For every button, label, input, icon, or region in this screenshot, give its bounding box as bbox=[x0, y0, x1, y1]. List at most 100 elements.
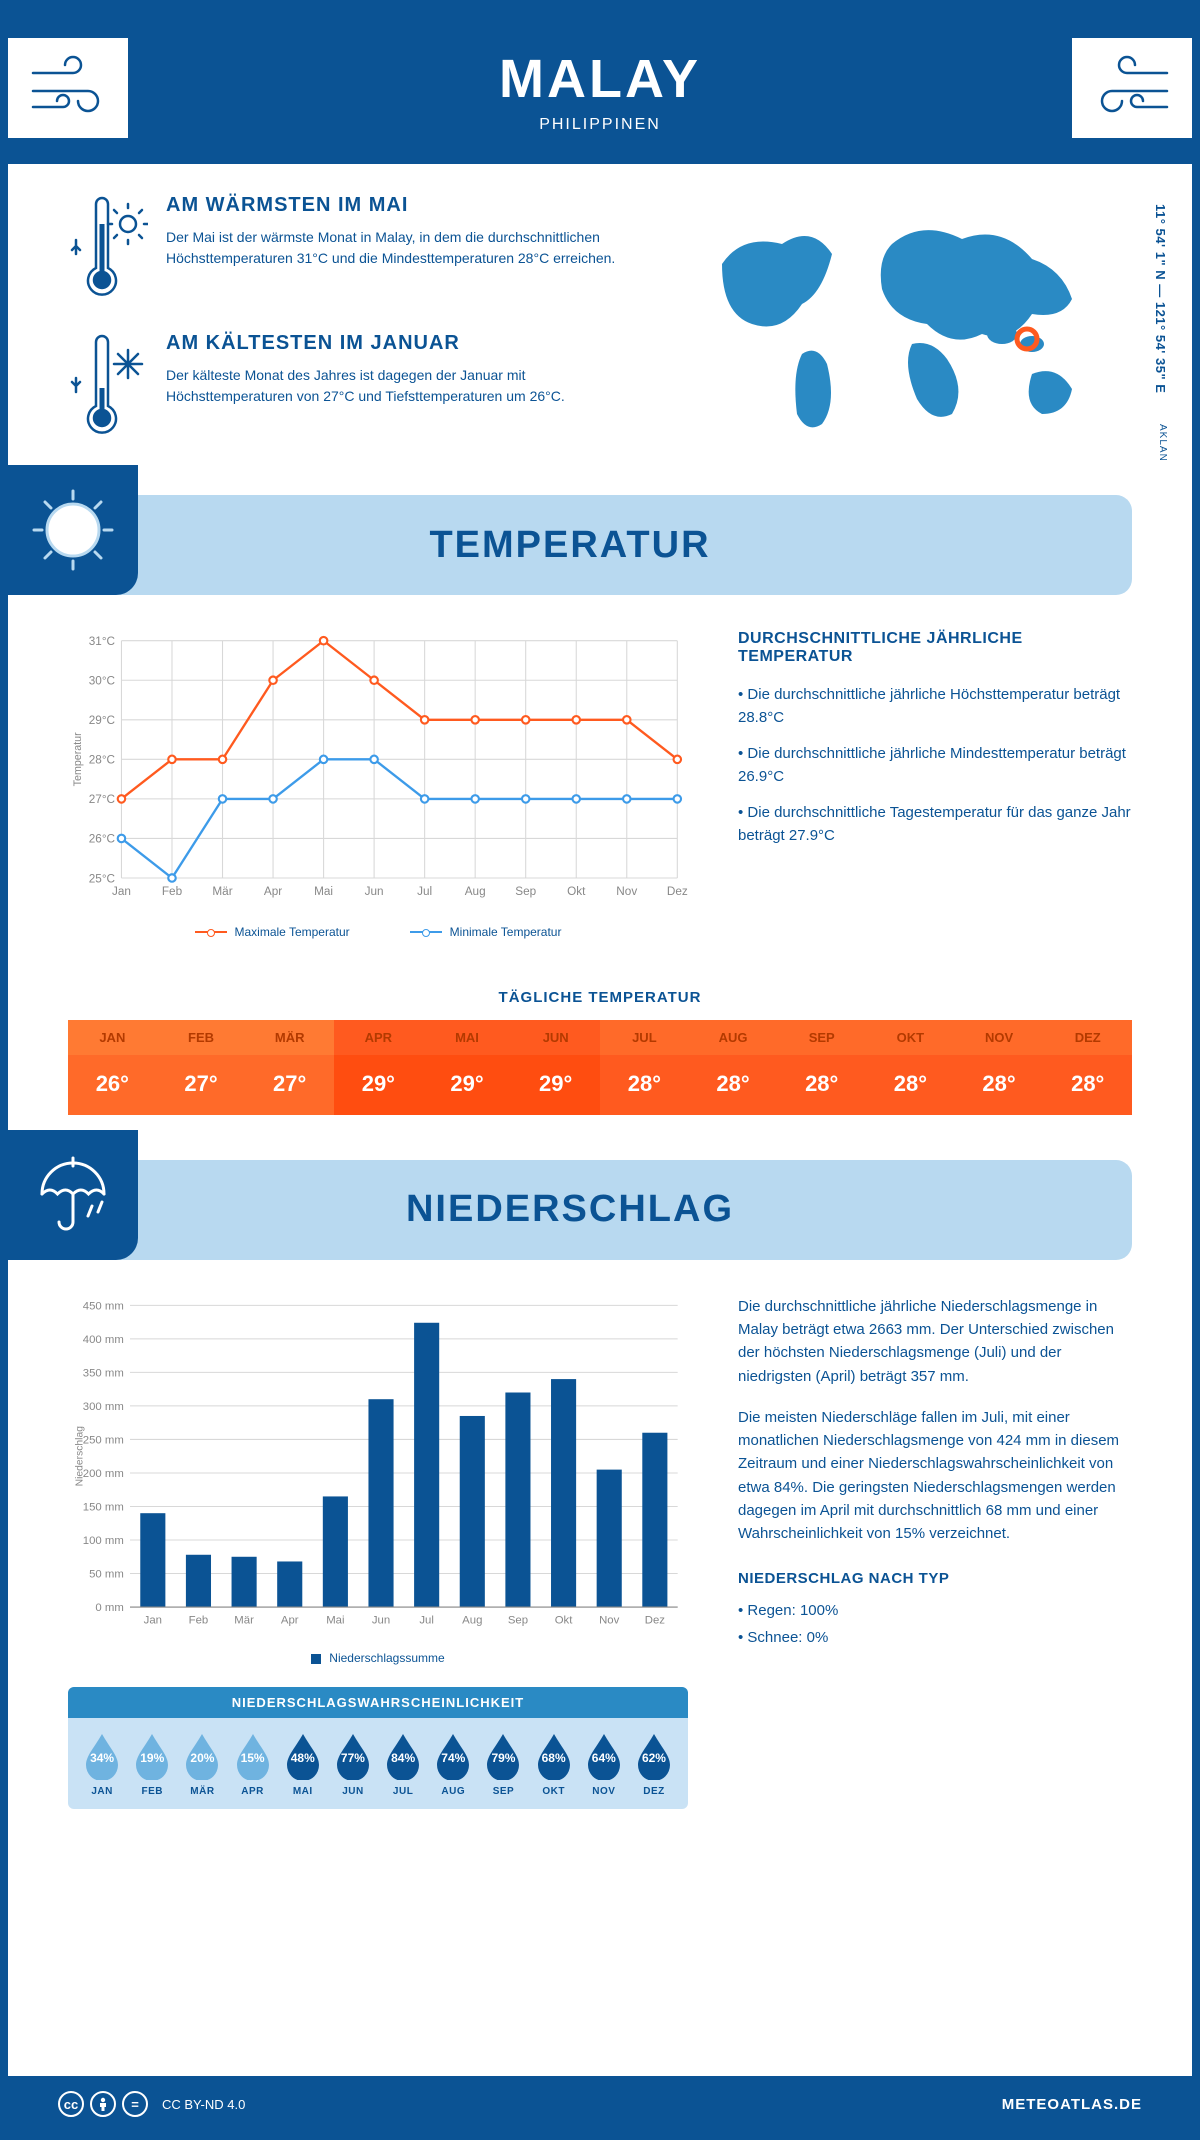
temperature-line-chart: 25°C26°C27°C28°C29°C30°C31°CJanFebMärApr… bbox=[68, 630, 688, 939]
svg-text:Temperatur: Temperatur bbox=[72, 732, 84, 786]
coldest-title: AM KÄLTESTEN IM JANUAR bbox=[166, 332, 652, 355]
probability-cell: 62% DEZ bbox=[630, 1732, 678, 1797]
svg-text:Sep: Sep bbox=[515, 885, 536, 898]
temperature-legend: Maximale Temperatur Minimale Temperatur bbox=[68, 925, 688, 939]
svg-text:26°C: 26°C bbox=[89, 833, 116, 846]
precipitation-bar-chart: 0 mm50 mm100 mm150 mm200 mm250 mm300 mm3… bbox=[68, 1295, 688, 1809]
precipitation-banner: NIEDERSCHLAG bbox=[8, 1160, 1132, 1260]
raindrop-icon: 19% bbox=[132, 1732, 172, 1780]
svg-text:Jan: Jan bbox=[112, 885, 131, 898]
intro-section: AM WÄRMSTEN IM MAI Der Mai ist der wärms… bbox=[8, 164, 1192, 495]
region-label: AKLAN bbox=[1157, 424, 1168, 462]
coordinates: 11° 54' 1" N — 121° 54' 35" E bbox=[1153, 204, 1168, 393]
svg-text:Mai: Mai bbox=[326, 1615, 344, 1627]
warmest-title: AM WÄRMSTEN IM MAI bbox=[166, 194, 652, 217]
daily-temp-cell: OKT28° bbox=[866, 1020, 955, 1115]
svg-text:Dez: Dez bbox=[645, 1615, 666, 1627]
daily-temp-cell: AUG28° bbox=[689, 1020, 778, 1115]
raindrop-icon: 84% bbox=[383, 1732, 423, 1780]
svg-text:Mär: Mär bbox=[234, 1615, 254, 1627]
svg-text:Jan: Jan bbox=[144, 1615, 162, 1627]
precipitation-summary: Die durchschnittliche jährliche Niedersc… bbox=[738, 1295, 1132, 1809]
raindrop-icon: 15% bbox=[233, 1732, 273, 1780]
world-map-block: 11° 54' 1" N — 121° 54' 35" E AKLAN bbox=[692, 194, 1132, 470]
probability-cell: 68% OKT bbox=[530, 1732, 578, 1797]
svg-text:Aug: Aug bbox=[465, 885, 486, 898]
license-label: CC BY-ND 4.0 bbox=[162, 2097, 245, 2112]
precipitation-heading: NIEDERSCHLAG bbox=[138, 1188, 1132, 1231]
svg-text:27°C: 27°C bbox=[89, 793, 116, 806]
svg-text:Sep: Sep bbox=[508, 1615, 528, 1627]
nd-icon: = bbox=[122, 2091, 148, 2117]
precip-para-2: Die meisten Niederschläge fallen im Juli… bbox=[738, 1406, 1132, 1546]
daily-temp-cell: MÄR27° bbox=[245, 1020, 334, 1115]
coldest-block: AM KÄLTESTEN IM JANUAR Der kälteste Mona… bbox=[68, 332, 652, 442]
umbrella-icon bbox=[8, 1130, 138, 1260]
precip-type-item: • Regen: 100% bbox=[738, 1599, 1132, 1622]
temperature-banner: TEMPERATUR bbox=[8, 495, 1132, 595]
temp-bullet: • Die durchschnittliche jährliche Höchst… bbox=[738, 684, 1132, 729]
svg-text:Apr: Apr bbox=[264, 885, 282, 898]
svg-text:250 mm: 250 mm bbox=[83, 1434, 124, 1446]
legend-max-label: Maximale Temperatur bbox=[235, 925, 350, 939]
probability-cell: 77% JUN bbox=[329, 1732, 377, 1797]
probability-cell: 15% APR bbox=[229, 1732, 277, 1797]
svg-text:Feb: Feb bbox=[162, 885, 183, 898]
svg-text:Nov: Nov bbox=[616, 885, 637, 898]
svg-text:Aug: Aug bbox=[462, 1615, 482, 1627]
temperature-summary: DURCHSCHNITTLICHE JÄHRLICHE TEMPERATUR •… bbox=[738, 630, 1132, 939]
precip-para-1: Die durchschnittliche jährliche Niedersc… bbox=[738, 1295, 1132, 1388]
svg-text:Okt: Okt bbox=[567, 885, 586, 898]
daily-temp-cell: SEP28° bbox=[777, 1020, 866, 1115]
raindrop-icon: 20% bbox=[182, 1732, 222, 1780]
precip-legend: Niederschlagssumme bbox=[68, 1651, 688, 1665]
svg-text:400 mm: 400 mm bbox=[83, 1334, 124, 1346]
daily-temp-cell: JUN29° bbox=[511, 1020, 600, 1115]
precip-type-heading: NIEDERSCHLAG NACH TYP bbox=[738, 1567, 1132, 1590]
svg-text:300 mm: 300 mm bbox=[83, 1401, 124, 1413]
raindrop-icon: 34% bbox=[82, 1732, 122, 1780]
daily-temp-heading: TÄGLICHE TEMPERATUR bbox=[8, 989, 1192, 1006]
temperature-heading: TEMPERATUR bbox=[138, 524, 1132, 567]
probability-cell: 19% FEB bbox=[128, 1732, 176, 1797]
probability-cell: 79% SEP bbox=[479, 1732, 527, 1797]
legend-min-label: Minimale Temperatur bbox=[450, 925, 562, 939]
cc-icon: cc bbox=[58, 2091, 84, 2117]
brand-label: METEOATLAS.DE bbox=[1002, 2096, 1142, 2113]
raindrop-icon: 77% bbox=[333, 1732, 373, 1780]
svg-text:450 mm: 450 mm bbox=[83, 1300, 124, 1312]
sun-icon bbox=[8, 465, 138, 595]
svg-text:Mai: Mai bbox=[314, 885, 333, 898]
daily-temp-cell: MAI29° bbox=[423, 1020, 512, 1115]
svg-text:150 mm: 150 mm bbox=[83, 1502, 124, 1514]
raindrop-icon: 68% bbox=[534, 1732, 574, 1780]
svg-text:31°C: 31°C bbox=[89, 635, 116, 648]
svg-text:28°C: 28°C bbox=[89, 754, 116, 767]
svg-text:Okt: Okt bbox=[555, 1615, 574, 1627]
svg-text:200 mm: 200 mm bbox=[83, 1468, 124, 1480]
svg-text:Apr: Apr bbox=[281, 1615, 299, 1627]
svg-text:Dez: Dez bbox=[667, 885, 688, 898]
wind-icon bbox=[1072, 38, 1192, 138]
probability-cell: 84% JUL bbox=[379, 1732, 427, 1797]
temp-summary-heading: DURCHSCHNITTLICHE JÄHRLICHE TEMPERATUR bbox=[738, 630, 1132, 666]
svg-text:25°C: 25°C bbox=[89, 872, 116, 885]
probability-cell: 64% NOV bbox=[580, 1732, 628, 1797]
daily-temp-cell: DEZ28° bbox=[1043, 1020, 1132, 1115]
svg-text:Mär: Mär bbox=[212, 885, 232, 898]
probability-panel: NIEDERSCHLAGSWAHRSCHEINLICHKEIT 34% JAN … bbox=[68, 1687, 688, 1809]
probability-cell: 34% JAN bbox=[78, 1732, 126, 1797]
world-map-icon bbox=[692, 194, 1132, 454]
svg-text:50 mm: 50 mm bbox=[89, 1569, 124, 1581]
warmest-block: AM WÄRMSTEN IM MAI Der Mai ist der wärms… bbox=[68, 194, 652, 304]
svg-text:29°C: 29°C bbox=[89, 714, 116, 727]
daily-temp-cell: JUL28° bbox=[600, 1020, 689, 1115]
svg-text:Jul: Jul bbox=[417, 885, 432, 898]
probability-cell: 74% AUG bbox=[429, 1732, 477, 1797]
probability-heading: NIEDERSCHLAGSWAHRSCHEINLICHKEIT bbox=[68, 1687, 688, 1718]
page-title: MALAY bbox=[8, 48, 1192, 110]
raindrop-icon: 48% bbox=[283, 1732, 323, 1780]
temp-bullet: • Die durchschnittliche Tagestemperatur … bbox=[738, 802, 1132, 847]
probability-cell: 20% MÄR bbox=[178, 1732, 226, 1797]
page-subtitle: PHILIPPINEN bbox=[8, 116, 1192, 134]
